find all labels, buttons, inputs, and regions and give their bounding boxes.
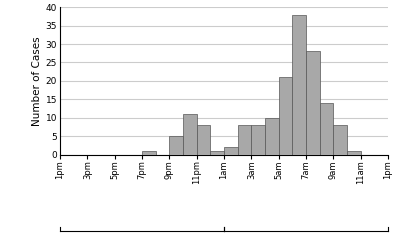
Bar [265,118,279,155]
Bar [210,151,224,155]
Bar [183,114,197,155]
Y-axis label: Number of Cases: Number of Cases [32,36,42,126]
Bar [224,147,238,155]
Bar [292,15,306,155]
Bar [347,151,361,155]
Bar [279,77,292,155]
Bar [238,125,251,155]
Bar [333,125,347,155]
Bar [320,103,333,155]
Bar [142,151,156,155]
Bar [251,125,265,155]
Bar [169,136,183,155]
Bar [306,51,320,155]
Bar [197,125,210,155]
